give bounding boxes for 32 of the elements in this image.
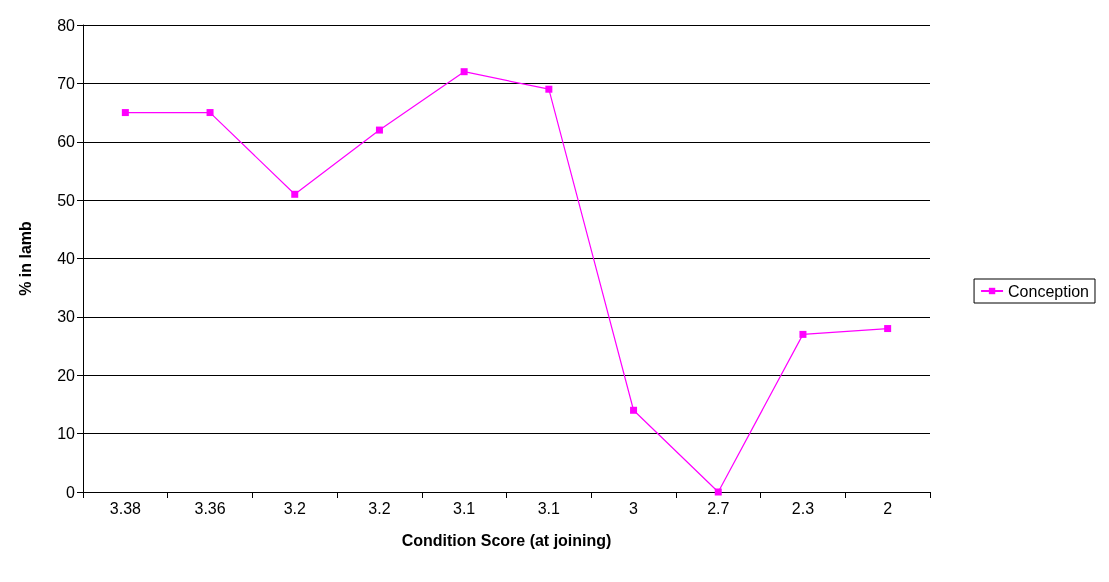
point xyxy=(799,330,807,338)
point xyxy=(121,109,129,117)
point xyxy=(291,190,299,198)
x-tick-label: 3.1 xyxy=(537,499,561,517)
x-tick-label: 3.38 xyxy=(109,499,142,517)
y-tick-label: 10 xyxy=(57,425,76,443)
x-tick-label: 3 xyxy=(629,499,639,517)
point xyxy=(630,406,638,414)
x-axis-title: Condition Score (at joining) xyxy=(401,531,612,549)
x-tick-label: 3.36 xyxy=(194,499,226,517)
point xyxy=(375,126,383,134)
y-tick-label: 50 xyxy=(57,191,76,209)
point xyxy=(206,109,214,117)
x-tick-label: 2.3 xyxy=(791,499,815,517)
x-tick-label: 3.1 xyxy=(453,499,476,517)
y-tick-label: 80 xyxy=(57,16,76,34)
x-tick-label: 3.2 xyxy=(368,499,391,517)
point xyxy=(714,488,722,496)
y-axis-title: % in lamb xyxy=(16,220,34,296)
point xyxy=(545,85,553,93)
y-tick-label: 30 xyxy=(57,308,76,326)
y-tick-label: 0 xyxy=(66,483,76,501)
point xyxy=(884,325,892,333)
point xyxy=(460,68,468,76)
x-tick-label: 3.2 xyxy=(283,499,306,517)
y-tick-label: 40 xyxy=(57,250,76,267)
x-tick-label: 2.7 xyxy=(707,499,730,517)
x-tick-label: 2 xyxy=(883,499,893,517)
legend-label: Conception xyxy=(1008,282,1090,300)
y-tick-label: 20 xyxy=(57,366,76,384)
y-tick-label: 60 xyxy=(57,133,76,151)
y-tick-label: 70 xyxy=(57,74,76,92)
